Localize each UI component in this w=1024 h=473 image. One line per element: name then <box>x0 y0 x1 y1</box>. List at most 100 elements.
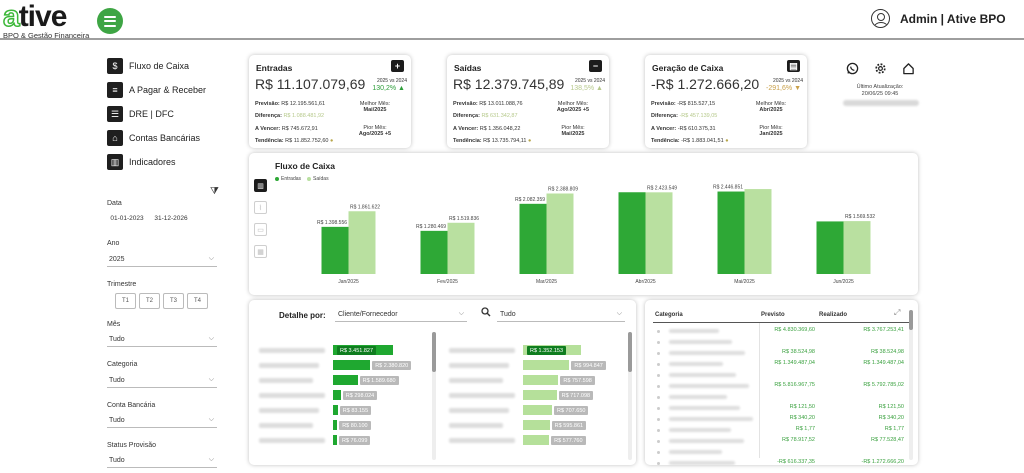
bar-entradas-5[interactable] <box>816 221 844 274</box>
table-row[interactable] <box>645 447 910 458</box>
trimestre-t1-button[interactable]: T1 <box>115 293 136 309</box>
hbar[interactable] <box>333 390 341 400</box>
hbar[interactable] <box>333 360 371 370</box>
hbar-row[interactable]: R$ 757.598 <box>449 375 595 386</box>
clear-filters-icon[interactable]: ⧩ <box>210 186 219 197</box>
user-name[interactable]: Admin | Ative BPO <box>900 12 1006 26</box>
bar-chart-view-button[interactable]: ▥ <box>254 179 267 192</box>
bar-saídas-4[interactable] <box>744 189 772 274</box>
hbar-row[interactable]: R$ 298.024 <box>259 390 403 401</box>
table-scrollbar[interactable] <box>909 310 913 460</box>
right-scrollbar[interactable] <box>628 332 632 460</box>
expand-dot-icon[interactable] <box>657 385 660 388</box>
search-filter-select[interactable]: Tudo ⌵ <box>497 307 625 322</box>
bar-saídas-0[interactable] <box>348 211 376 274</box>
nav-item-dre-dfc[interactable]: ☰ DRE | DFC <box>107 105 174 123</box>
hbar[interactable] <box>523 405 552 415</box>
hbar-row[interactable]: R$ 83.155 <box>259 405 403 416</box>
hbar[interactable] <box>333 405 338 415</box>
bar-entradas-1[interactable] <box>420 230 448 274</box>
bar-saídas-3[interactable] <box>645 192 673 274</box>
table-row[interactable]: R$ 121,50 R$ 121,50 <box>645 403 910 414</box>
status-provisao-select[interactable]: Tudo ⌵ <box>107 454 217 468</box>
cash-icon[interactable]: ▤ <box>787 60 800 72</box>
nav-item-indicadores[interactable]: ▥ Indicadores <box>107 153 176 171</box>
table-row[interactable]: R$ 5.816.967,75 R$ 5.792.785,02 <box>645 381 910 392</box>
nav-item-fluxo-de-caixa[interactable]: $ Fluxo de Caixa <box>107 57 189 75</box>
table-row[interactable]: R$ 340,20 R$ 340,20 <box>645 414 910 425</box>
hamburger-menu-button[interactable] <box>97 8 123 34</box>
search-icon[interactable] <box>481 307 491 320</box>
expand-icon[interactable]: ⤢ <box>894 308 901 317</box>
whatsapp-icon[interactable] <box>846 62 859 78</box>
table-row[interactable]: R$ 78.917,52 R$ 77.528,47 <box>645 436 910 447</box>
table-row[interactable] <box>645 337 910 348</box>
expand-dot-icon[interactable] <box>657 396 660 399</box>
gear-icon[interactable] <box>874 62 887 78</box>
trimestre-t4-button[interactable]: T4 <box>187 293 208 309</box>
hbar[interactable] <box>523 420 550 430</box>
left-scroll-thumb[interactable] <box>432 332 436 372</box>
bar-entradas-3[interactable] <box>618 192 646 274</box>
expand-dot-icon[interactable] <box>657 407 660 410</box>
table-row[interactable] <box>645 392 910 403</box>
hbar-row[interactable]: R$ 717.098 <box>449 390 594 401</box>
hbar[interactable] <box>333 435 337 445</box>
nav-item-contas-bancarias[interactable]: ⌂ Contas Bancárias <box>107 129 200 147</box>
hbar-row[interactable]: R$ 80.100 <box>259 420 403 431</box>
legend-saidas[interactable]: Saídas <box>307 176 329 182</box>
expand-dot-icon[interactable] <box>657 462 660 465</box>
date-from-input[interactable]: 01-01-2023 <box>110 214 144 222</box>
expand-dot-icon[interactable] <box>657 440 660 443</box>
bar-saídas-5[interactable] <box>843 221 871 274</box>
categoria-select[interactable]: Tudo ⌵ <box>107 374 217 388</box>
home-icon[interactable] <box>902 62 915 78</box>
hbar[interactable] <box>523 435 550 445</box>
table-row[interactable]: R$ 4.830.369,60 R$ 3.767.253,41 <box>645 326 910 337</box>
col-previsto[interactable]: Previsto <box>761 312 785 318</box>
ano-select[interactable]: 2025 ⌵ <box>107 253 217 267</box>
trimestre-t2-button[interactable]: T2 <box>139 293 160 309</box>
hbar-row[interactable]: R$ 707.650 <box>449 405 591 416</box>
trimestre-t3-button[interactable]: T3 <box>163 293 184 309</box>
expand-dot-icon[interactable] <box>657 429 660 432</box>
hbar[interactable] <box>333 420 338 430</box>
table-scroll-thumb[interactable] <box>909 310 913 330</box>
bar-entradas-2[interactable] <box>519 203 547 274</box>
table-row[interactable]: -R$ 616.337,35 -R$ 1.272.666,20 <box>645 458 910 469</box>
mes-select[interactable]: Tudo ⌵ <box>107 333 217 347</box>
hbar-row[interactable]: R$ 1.352.153 <box>449 345 591 356</box>
hbar[interactable] <box>523 360 570 370</box>
expand-dot-icon[interactable] <box>657 330 660 333</box>
area-chart-view-button[interactable]: ▭ <box>254 223 267 236</box>
hbar[interactable] <box>523 390 557 400</box>
user-icon[interactable] <box>871 9 890 28</box>
hbar[interactable] <box>333 375 358 385</box>
table-row[interactable]: R$ 1,77 R$ 1,77 <box>645 425 910 436</box>
col-categoria[interactable]: Categoria <box>655 312 683 318</box>
minus-icon[interactable]: − <box>589 60 602 72</box>
line-chart-view-button[interactable]: ⌇ <box>254 201 267 214</box>
bar-saídas-1[interactable] <box>447 222 475 274</box>
nav-item-a-pagar-receber[interactable]: ≡ A Pagar & Receber <box>107 81 206 99</box>
hbar[interactable] <box>523 375 559 385</box>
bar-entradas-0[interactable] <box>321 226 349 274</box>
hbar-row[interactable]: R$ 994.847 <box>449 360 606 371</box>
right-scroll-thumb[interactable] <box>628 332 632 372</box>
bar-entradas-4[interactable] <box>717 191 745 274</box>
hbar-row[interactable]: R$ 595.861 <box>449 420 591 431</box>
hbar-row[interactable]: R$ 1.589.680 <box>259 375 403 386</box>
left-scrollbar[interactable] <box>432 332 436 460</box>
groupby-select[interactable]: Cliente/Fornecedor ⌵ <box>335 307 467 322</box>
conta-bancaria-select[interactable]: Tudo ⌵ <box>107 414 217 428</box>
table-view-button[interactable]: ▦ <box>254 245 267 258</box>
hbar-row[interactable]: R$ 577.760 <box>449 435 591 446</box>
col-realizado[interactable]: Realizado <box>819 312 848 318</box>
expand-dot-icon[interactable] <box>657 418 660 421</box>
hbar-row[interactable]: R$ 2.380.820 <box>259 360 412 371</box>
expand-dot-icon[interactable] <box>657 341 660 344</box>
expand-dot-icon[interactable] <box>657 451 660 454</box>
plus-icon[interactable]: + <box>391 60 404 72</box>
expand-dot-icon[interactable] <box>657 363 660 366</box>
hbar-row[interactable]: R$ 76.099 <box>259 435 403 446</box>
